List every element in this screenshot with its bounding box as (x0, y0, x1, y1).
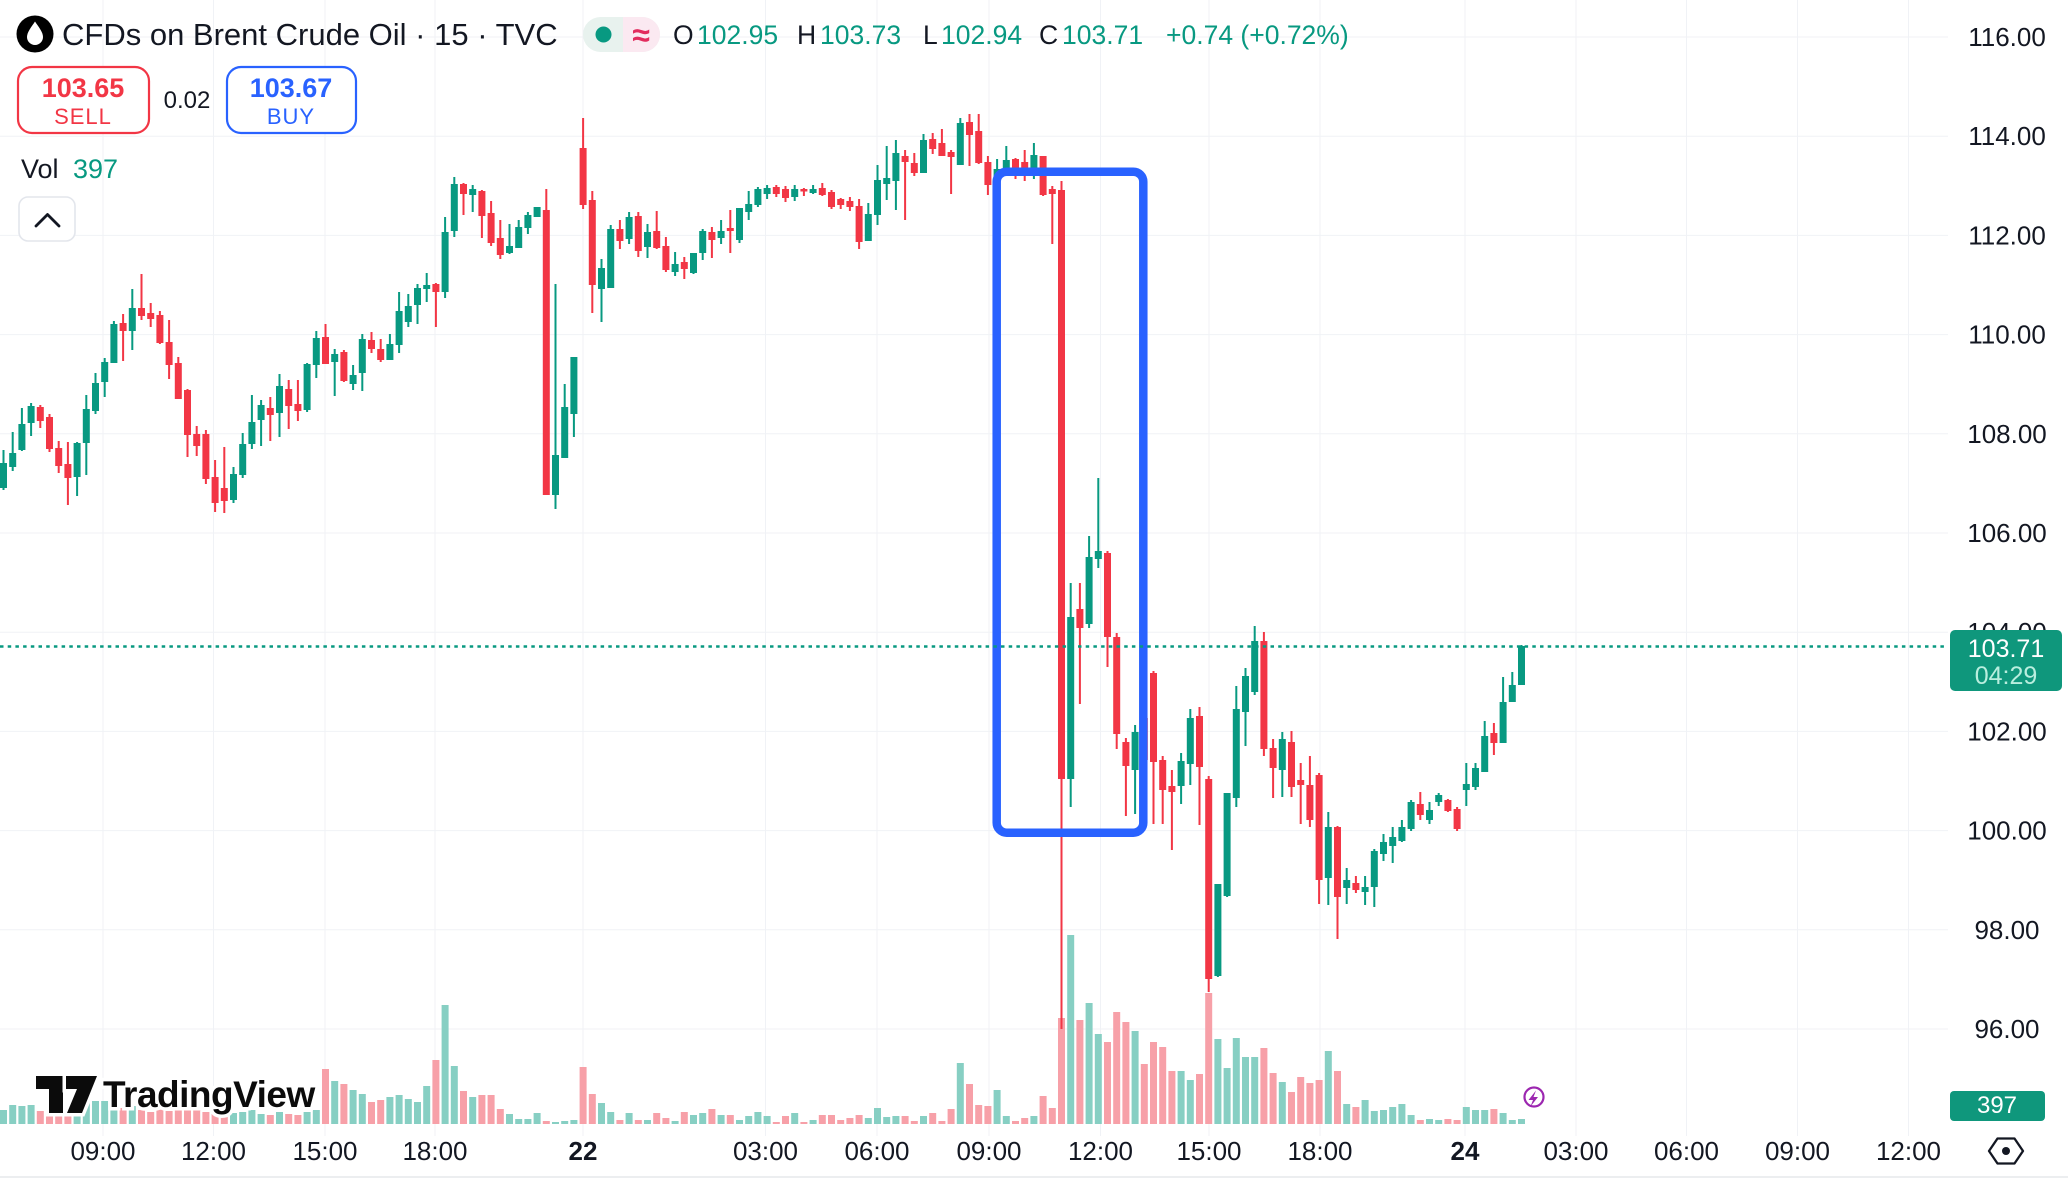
svg-text:09:00: 09:00 (70, 1136, 135, 1166)
svg-text:108.00: 108.00 (1967, 419, 2047, 449)
svg-text:Vol: Vol (21, 154, 59, 184)
svg-text:116.00: 116.00 (1968, 22, 2046, 52)
svg-text:98.00: 98.00 (1974, 915, 2039, 945)
svg-text:12:00: 12:00 (1876, 1136, 1941, 1166)
svg-text:102.00: 102.00 (1967, 716, 2047, 746)
svg-text:100.00: 100.00 (1967, 816, 2047, 846)
svg-text:03:00: 03:00 (1543, 1136, 1608, 1166)
svg-text:102.94: 102.94 (941, 20, 1022, 50)
svg-text:112.00: 112.00 (1968, 220, 2046, 250)
svg-text:18:00: 18:00 (402, 1136, 467, 1166)
svg-text:103.67: 103.67 (250, 73, 333, 103)
svg-text:SELL: SELL (54, 104, 112, 129)
svg-text:09:00: 09:00 (956, 1136, 1021, 1166)
svg-text:TradingView: TradingView (103, 1074, 315, 1115)
svg-text:103.71: 103.71 (1062, 20, 1143, 50)
svg-text:103.65: 103.65 (42, 73, 125, 103)
svg-text:102.95: 102.95 (697, 20, 778, 50)
svg-text:O: O (673, 20, 694, 50)
svg-text:03:00: 03:00 (733, 1136, 798, 1166)
svg-text:BUY: BUY (267, 104, 315, 129)
svg-text:106.00: 106.00 (1967, 518, 2047, 548)
svg-text:15:00: 15:00 (1176, 1136, 1241, 1166)
svg-text:H: H (797, 20, 816, 50)
svg-text:103.71: 103.71 (1968, 635, 2044, 663)
svg-text:≈: ≈ (632, 17, 650, 53)
svg-text:L: L (923, 20, 938, 50)
svg-text:CFDs on Brent Crude Oil · 15 ·: CFDs on Brent Crude Oil · 15 · TVC (62, 17, 558, 52)
svg-text:24: 24 (1451, 1136, 1480, 1166)
svg-text:C: C (1039, 20, 1058, 50)
svg-text:+0.74 (+0.72%): +0.74 (+0.72%) (1166, 20, 1349, 50)
svg-text:12:00: 12:00 (1068, 1136, 1133, 1166)
svg-text:15:00: 15:00 (292, 1136, 357, 1166)
svg-text:06:00: 06:00 (1654, 1136, 1719, 1166)
svg-text:397: 397 (73, 154, 118, 184)
svg-text:04:29: 04:29 (1975, 662, 2038, 690)
svg-text:0.02: 0.02 (164, 87, 211, 114)
svg-text:18:00: 18:00 (1287, 1136, 1352, 1166)
svg-text:09:00: 09:00 (1765, 1136, 1830, 1166)
svg-text:114.00: 114.00 (1968, 121, 2046, 151)
svg-text:22: 22 (569, 1136, 598, 1166)
svg-text:397: 397 (1977, 1092, 2017, 1119)
svg-text:06:00: 06:00 (844, 1136, 909, 1166)
svg-text:110.00: 110.00 (1968, 320, 2046, 350)
svg-text:103.73: 103.73 (820, 20, 901, 50)
svg-text:96.00: 96.00 (1974, 1014, 2039, 1044)
svg-text:12:00: 12:00 (181, 1136, 246, 1166)
